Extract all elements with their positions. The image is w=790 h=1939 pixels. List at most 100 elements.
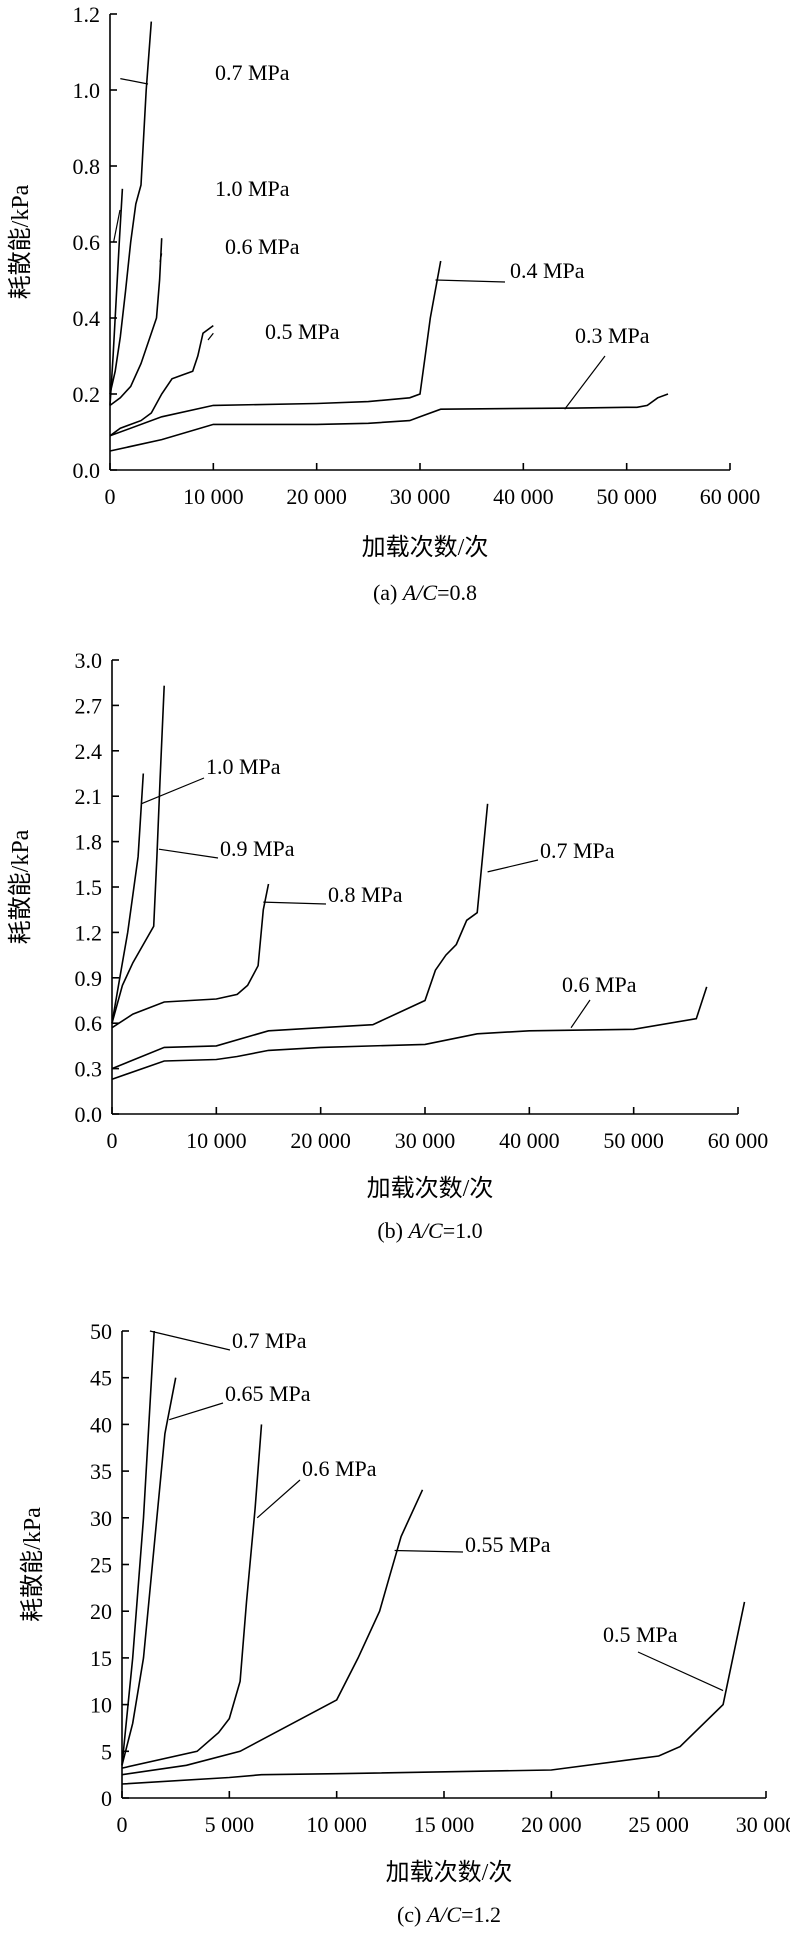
- x-tick-label: 15 000: [414, 1812, 475, 1837]
- series-line-0.9-mpa: [111, 685, 165, 1024]
- series-line-0.4-mpa: [109, 260, 442, 437]
- y-axis-label: 耗散能/kPa: [7, 184, 34, 299]
- series-leader-line: [564, 355, 606, 410]
- series-label: 0.7 MPa: [540, 838, 615, 863]
- panel-caption: (a) A/C=0.8: [373, 580, 477, 605]
- series-leader-line: [113, 209, 121, 243]
- series-leader-line: [394, 1549, 464, 1553]
- y-tick-label: 0.6: [73, 230, 101, 255]
- x-tick-label: 20 000: [286, 484, 347, 509]
- series-line-1.0-mpa: [111, 773, 145, 1024]
- y-tick-label: 30: [90, 1506, 112, 1531]
- series-label: 0.4 MPa: [510, 258, 585, 283]
- series-leader-line: [487, 859, 539, 873]
- series-leader-line: [256, 1479, 301, 1519]
- series-label: 0.55 MPa: [465, 1532, 551, 1557]
- y-tick-label: 0.6: [75, 1011, 103, 1036]
- series-label: 0.5 MPa: [265, 319, 340, 344]
- series-leader-line: [637, 1651, 724, 1692]
- series-label: 0.7 MPa: [232, 1328, 307, 1353]
- y-tick-label: 0.8: [73, 154, 101, 179]
- series-leader-line: [159, 253, 163, 263]
- series-leader-line: [207, 332, 214, 341]
- y-tick-label: 45: [90, 1366, 112, 1391]
- series-label: 0.7 MPa: [215, 60, 290, 85]
- y-axis-label: 耗散能/kPa: [7, 829, 34, 944]
- x-tick-label: 40 000: [493, 484, 554, 509]
- series-label: 0.3 MPa: [575, 323, 650, 348]
- y-tick-label: 3.0: [75, 648, 103, 673]
- x-tick-label: 40 000: [499, 1128, 560, 1153]
- x-tick-label: 0: [107, 1128, 118, 1153]
- y-tick-label: 2.1: [75, 784, 103, 809]
- series-line-0.5-mpa: [109, 324, 214, 437]
- y-tick-label: 2.7: [75, 693, 103, 718]
- series-label: 0.6 MPa: [302, 1456, 377, 1481]
- x-axis-label: 加载次数/次: [386, 1859, 513, 1886]
- panel-caption: (c) A/C=1.2: [397, 1902, 501, 1927]
- series-line-0.6-mpa: [111, 986, 708, 1080]
- series-line-0.7-mpa: [121, 1330, 155, 1766]
- x-tick-label: 10 000: [186, 1128, 247, 1153]
- y-tick-label: 20: [90, 1599, 112, 1624]
- x-tick-label: 20 000: [290, 1128, 351, 1153]
- series-label: 1.0 MPa: [206, 754, 281, 779]
- series-line-0.5-mpa: [121, 1601, 746, 1785]
- series-line-0.65-mpa: [121, 1377, 177, 1766]
- y-tick-label: 0.9: [75, 966, 103, 991]
- panel-caption: (b) A/C=1.0: [377, 1218, 482, 1243]
- series-leader-line: [570, 999, 591, 1029]
- y-tick-label: 0.3: [75, 1057, 103, 1082]
- x-axis-label: 加载次数/次: [362, 534, 489, 561]
- series-leader-line: [263, 901, 327, 905]
- series-line-0.6-mpa: [109, 238, 163, 407]
- y-tick-label: 10: [90, 1693, 112, 1718]
- y-tick-label: 50: [90, 1319, 112, 1344]
- series-leader-line: [140, 777, 205, 805]
- series-label: 0.8 MPa: [328, 882, 403, 907]
- y-tick-label: 1.5: [75, 875, 103, 900]
- x-tick-label: 20 000: [521, 1812, 582, 1837]
- y-tick-label: 15: [90, 1646, 112, 1671]
- series-label: 1.0 MPa: [215, 176, 290, 201]
- x-tick-label: 10 000: [306, 1812, 367, 1837]
- series-line-0.3-mpa: [109, 393, 669, 452]
- y-tick-label: 0.0: [75, 1102, 103, 1127]
- x-axis-label: 加载次数/次: [367, 1175, 494, 1202]
- y-tick-label: 1.0: [73, 78, 101, 103]
- series-line-0.7-mpa: [109, 21, 153, 395]
- x-tick-label: 30 000: [390, 484, 451, 509]
- series-leader-line: [120, 78, 149, 85]
- series-line-0.6-mpa: [121, 1424, 263, 1769]
- y-tick-label: 2.4: [75, 739, 103, 764]
- x-tick-label: 60 000: [708, 1128, 769, 1153]
- y-tick-label: 1.2: [75, 920, 103, 945]
- panel-b: 0 10 000 20 000 30 000 40 000 50 000 60 000 0.0…: [7, 648, 768, 1243]
- y-tick-label: 5: [101, 1739, 112, 1764]
- series-leader-line: [435, 279, 506, 283]
- y-axis-label: 耗散能/kPa: [19, 1507, 46, 1622]
- series-label: 0.5 MPa: [603, 1622, 678, 1647]
- series-label: 0.9 MPa: [220, 836, 295, 861]
- x-tick-label: 60 000: [700, 484, 761, 509]
- series-leader-line: [158, 848, 219, 859]
- series-line-0.55-mpa: [121, 1489, 424, 1776]
- series-line-0.8-mpa: [111, 883, 270, 1029]
- y-tick-label: 25: [90, 1553, 112, 1578]
- series-label: 0.6 MPa: [225, 234, 300, 259]
- y-tick-label: 40: [90, 1412, 112, 1437]
- x-tick-label: 30 000: [395, 1128, 456, 1153]
- panel-a: 0 10 000 20 000 30 000 40 000 50 000 60 000 0.0…: [7, 2, 760, 605]
- x-tick-label: 10 000: [183, 484, 244, 509]
- y-tick-label: 0.0: [73, 458, 101, 483]
- series-label: 0.65 MPa: [225, 1381, 311, 1406]
- y-tick-label: 35: [90, 1459, 112, 1484]
- series-leader-line: [149, 1330, 231, 1351]
- x-tick-label: 0: [105, 484, 116, 509]
- y-tick-label: 1.2: [73, 2, 101, 27]
- y-tick-label: 1.8: [75, 830, 103, 855]
- x-tick-label: 25 000: [628, 1812, 689, 1837]
- series-line-1.0-mpa: [109, 188, 124, 406]
- panel-c: 0 5 000 10 000 15 000 20 000 25 000 30 000 0 5 10…: [19, 1319, 790, 1927]
